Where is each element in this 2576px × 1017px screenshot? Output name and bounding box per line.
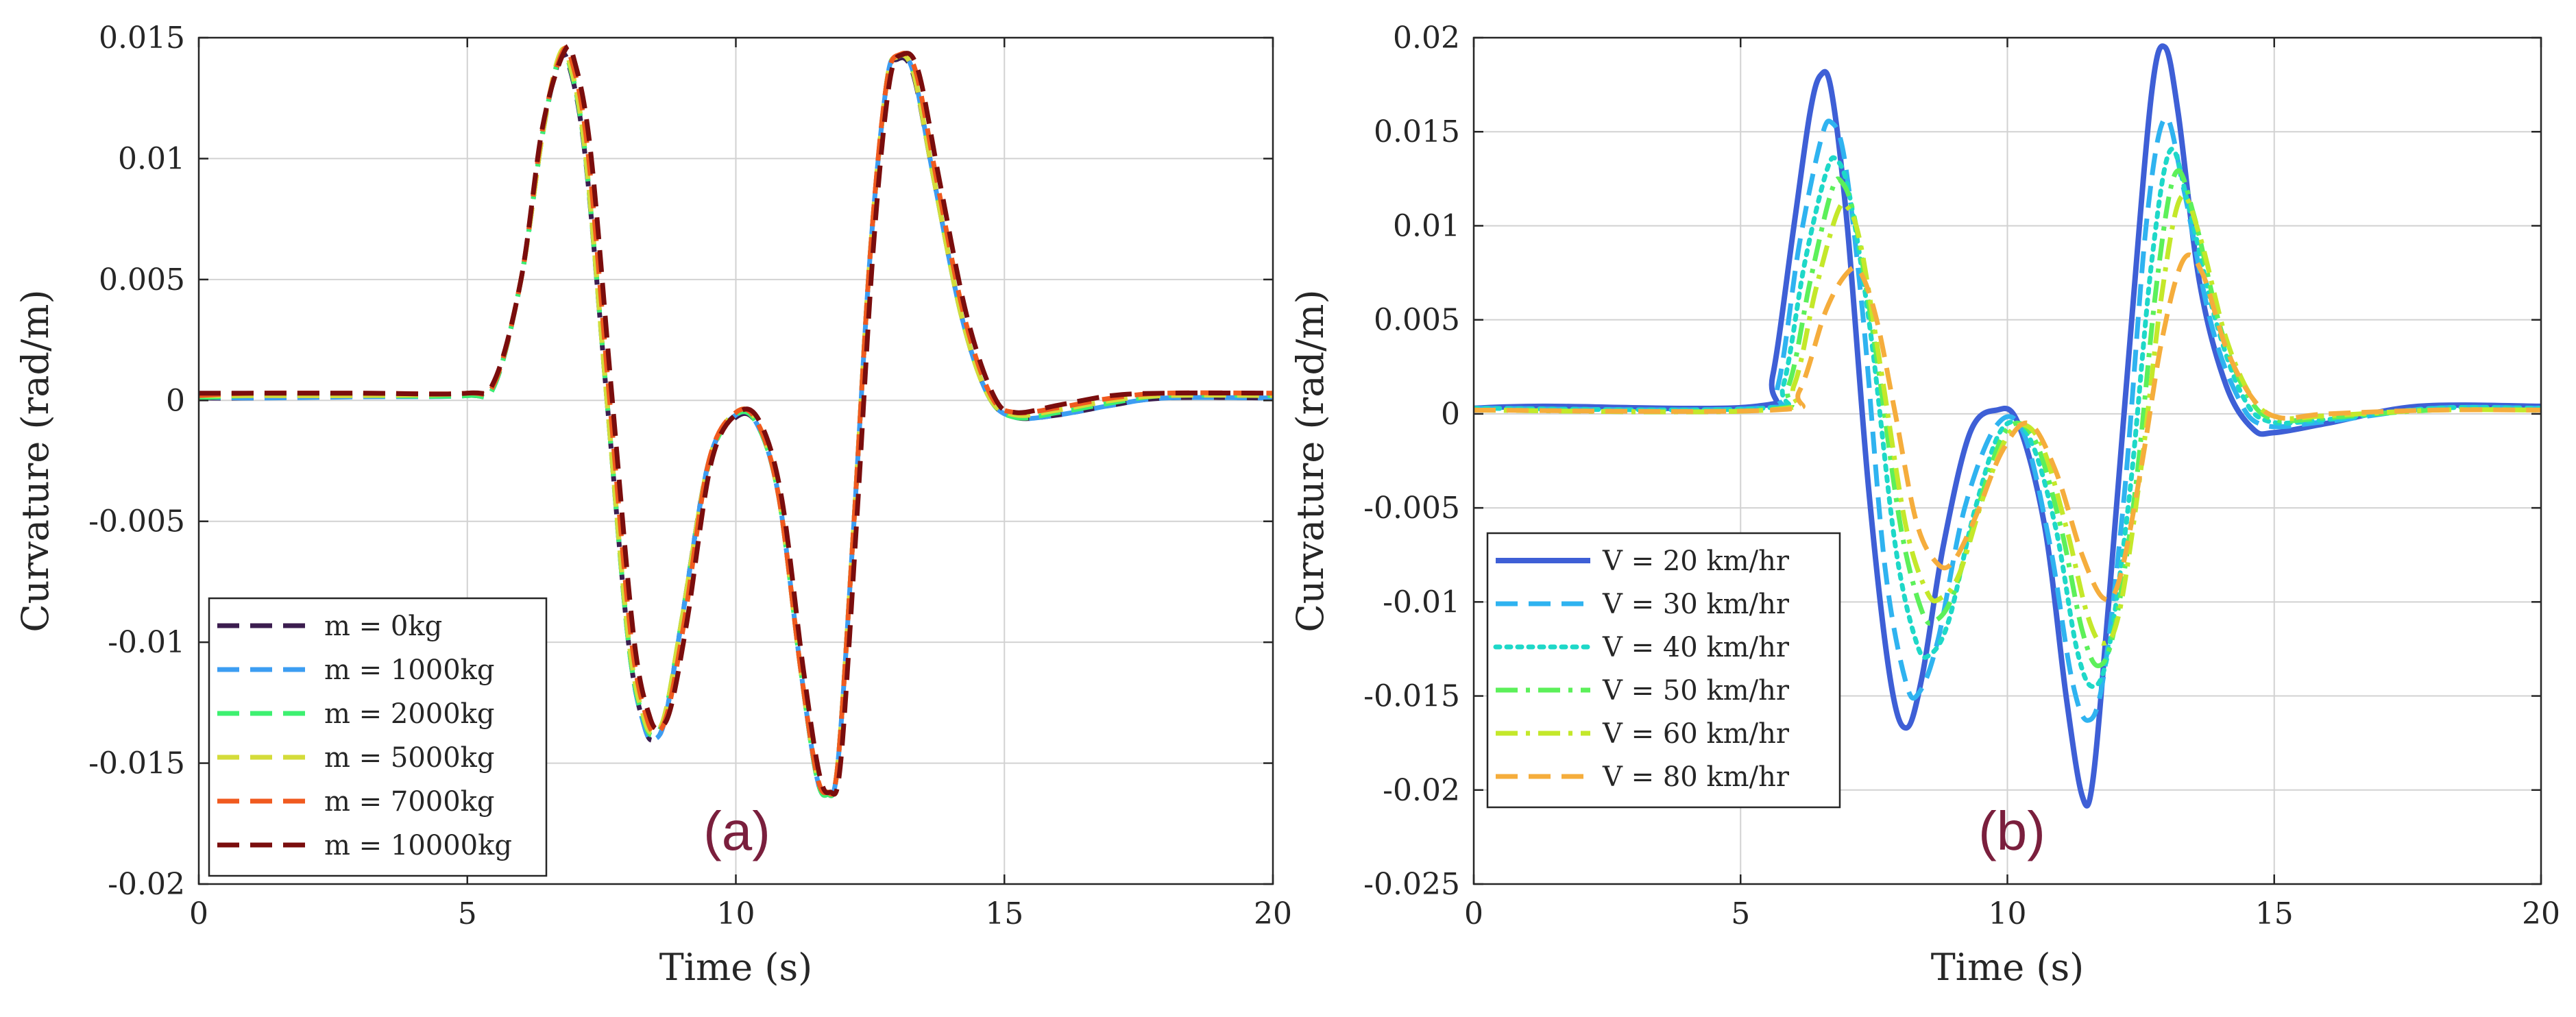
x-tick-label: 5 [458,896,477,931]
y-tick-label: -0.01 [108,625,185,660]
y-tick-label: 0.005 [99,262,185,297]
x-tick-label: 10 [1989,896,2027,931]
y-tick-label: -0.005 [1363,491,1460,526]
legend-box [208,597,548,877]
y-tick-label: -0.005 [88,504,185,539]
series-line-5 [199,45,1273,797]
x-tick-label: 20 [2522,896,2560,931]
legend-box [1486,532,1841,809]
legend-label: m = 5000kg [324,742,495,774]
legend-label: V = 50 km/hr [1602,675,1790,707]
y-tick-label: -0.02 [108,867,185,902]
x-tick-label: 10 [717,896,755,931]
x-tick-label: 0 [189,896,208,931]
series-line-6 [1474,252,2541,602]
x-tick-label: 15 [2255,896,2294,931]
y-tick-label: 0.01 [1393,208,1460,243]
legend-a: m = 0kg m = 1000kg m = 2000kg m = 5000kg m =… [208,597,548,877]
chart-panel-b: 0 5 10 15 20 -0.025 -0.02 -0.015 -0.01 -0.005 0 0.0… [1289,21,2560,989]
x-axis-title: Time (s) [659,946,812,989]
y-axis-title: Curvature (rad/m) [14,289,57,632]
series-line-2 [199,49,1273,798]
panel-label: (b) [1978,800,2045,861]
legend-label: V = 80 km/hr [1602,761,1790,793]
x-tick-label: 5 [1731,896,1750,931]
y-tick-label: 0.005 [1374,303,1460,338]
y-tick-label: 0.02 [1393,21,1460,56]
series-line-6 [199,43,1273,797]
y-axis-title: Curvature (rad/m) [1289,289,1332,632]
x-tick-label: 15 [985,896,1023,931]
y-tick-label: 0 [1441,397,1460,432]
y-tick-label: -0.015 [1363,679,1460,714]
series-line-4 [199,46,1273,797]
y-tick-label: 0.01 [118,141,185,176]
y-tick-label: 0.015 [1374,114,1460,149]
legend-label: V = 20 km/hr [1602,546,1790,577]
legend-label: m = 1000kg [324,654,495,686]
series-group [199,43,1273,798]
y-tick-label: 0.015 [99,21,185,56]
legend-label: m = 2000kg [324,698,495,730]
y-tick-label: -0.025 [1363,867,1460,902]
series-line-2 [1474,115,2541,723]
legend-label: V = 40 km/hr [1602,632,1790,663]
legend-label: V = 60 km/hr [1602,718,1790,750]
y-tick-label: -0.015 [88,746,185,781]
legend-label: m = 10000kg [324,830,512,861]
x-tick-label: 0 [1464,896,1483,931]
legend-label: m = 0kg [324,611,442,642]
series-group [1474,43,2541,809]
x-tick-label: 20 [1254,896,1292,931]
y-tick-label: -0.02 [1383,773,1460,808]
chart-panel-a: 0 5 10 15 20 -0.02 -0.015 -0.01 -0.005 0 0.005 0.01… [14,21,1292,989]
legend-label: V = 30 km/hr [1602,589,1790,620]
legend-label: m = 7000kg [324,786,495,818]
panel-label: (a) [703,800,770,861]
series-line-5 [1474,193,2541,646]
legend-b: V = 20 km/hr V = 30 km/hr V = 40 km/hr V = … [1486,532,1841,809]
y-tick-label: -0.01 [1383,585,1460,620]
x-axis-title: Time (s) [1931,946,2084,989]
y-tick-label: 0 [166,383,185,418]
